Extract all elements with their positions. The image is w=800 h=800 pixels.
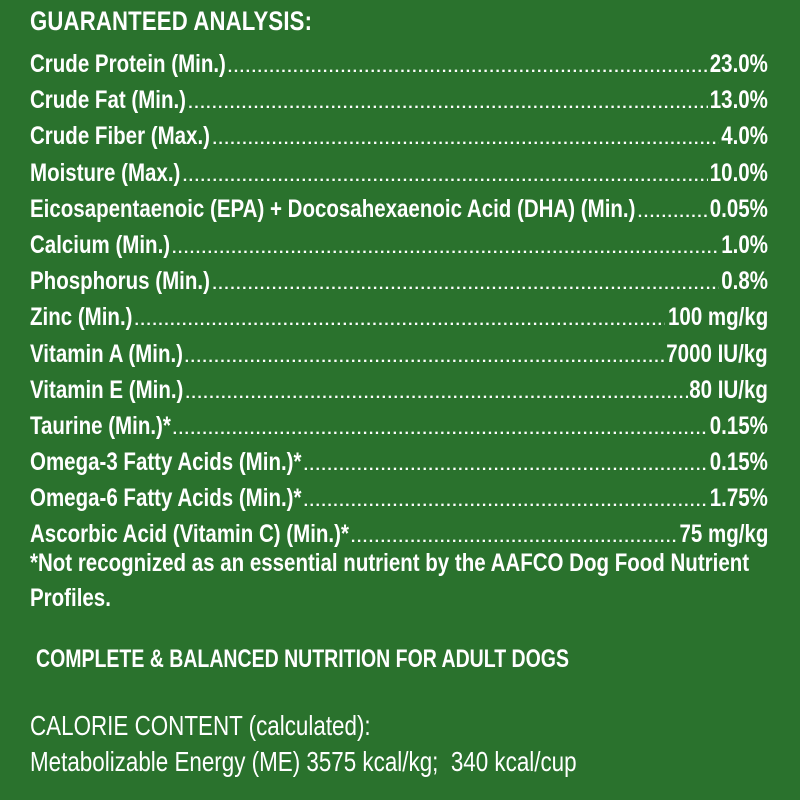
nutrient-label: Crude Fiber (Max.) [30, 122, 210, 151]
dot-leader [638, 205, 708, 221]
analysis-row: Phosphorus (Min.) 0.8% [30, 267, 768, 303]
nutrient-label: Zinc (Min.) [30, 303, 133, 332]
nutrient-label: Omega-6 Fatty Acids (Min.)* [30, 484, 302, 513]
nutrient-value: 23.0% [709, 50, 768, 78]
nutrient-value: 80 IU/kg [689, 375, 768, 404]
dot-leader [172, 241, 719, 257]
calorie-line: Metabolizable Energy (ME) 3575 kcal/kg; … [30, 746, 577, 777]
nutrient-label: Calcium (Min.) [30, 230, 171, 259]
analysis-table: Crude Protein (Min.) 23.0% Crude Fat (Mi… [30, 50, 768, 557]
nutrient-label: Phosphorus (Min.) [30, 267, 210, 296]
nutrient-value: 0.15% [709, 448, 768, 477]
analysis-row: Vitamin E (Min.) 80 IU/kg [30, 376, 768, 412]
nutrient-label: Crude Fat (Min.) [30, 86, 187, 115]
nutrient-value: 0.8% [721, 267, 768, 296]
dot-leader [134, 313, 665, 329]
analysis-row: Omega-3 Fatty Acids (Min.)* 0.15% [30, 448, 768, 484]
dot-leader [185, 350, 665, 366]
analysis-row: Vitamin A (Min.) 7000 IU/kg [30, 340, 768, 376]
analysis-row: Moisture (Max.) 10.0% [30, 159, 768, 195]
analysis-row: Eicosapentaenoic (EPA) + Docosahexaenoic… [30, 195, 768, 231]
nutrient-label: Crude Protein (Min.) [30, 50, 226, 78]
dot-leader [228, 60, 708, 76]
analysis-row: Omega-6 Fatty Acids (Min.)* 1.75% [30, 484, 768, 520]
nutrient-value: 10.0% [709, 158, 768, 187]
dot-leader [212, 277, 719, 293]
dot-leader [351, 530, 677, 546]
nutrient-label: Ascorbic Acid (Vitamin C) (Min.)* [30, 520, 349, 549]
nutrient-value: 0.05% [709, 194, 768, 223]
analysis-row: Zinc (Min.) 100 mg/kg [30, 303, 768, 339]
nutrient-label: Vitamin A (Min.) [30, 339, 183, 368]
analysis-row: Ascorbic Acid (Vitamin C) (Min.)* 75 mg/… [30, 520, 768, 556]
analysis-row: Taurine (Min.)* 0.15% [30, 412, 768, 448]
analysis-row: Crude Protein (Min.) 23.0% [30, 50, 768, 86]
nutrient-value: 100 mg/kg [667, 303, 768, 332]
dot-leader [185, 386, 687, 402]
nutrient-value: 1.75% [709, 484, 768, 513]
analysis-row: Crude Fiber (Max.) 4.0% [30, 122, 768, 158]
nutrient-label: Vitamin E (Min.) [30, 375, 184, 404]
nutrient-value: 75 mg/kg [679, 520, 768, 549]
calorie-content: CALORIE CONTENT (calculated): Metaboliza… [30, 708, 577, 780]
nutrient-value: 13.0% [709, 86, 768, 115]
dot-leader [212, 132, 719, 148]
nutrient-value: 7000 IU/kg [666, 339, 768, 368]
dot-leader [183, 169, 708, 185]
dot-leader [173, 422, 708, 438]
analysis-row: Crude Fat (Min.) 13.0% [30, 86, 768, 122]
dot-leader [304, 458, 708, 474]
nutrient-label: Eicosapentaenoic (EPA) + Docosahexaenoic… [30, 194, 636, 223]
nutrient-label: Moisture (Max.) [30, 158, 181, 187]
nutrient-label: Taurine (Min.)* [30, 411, 171, 440]
dot-leader [188, 96, 708, 112]
calorie-heading: CALORIE CONTENT (calculated): [30, 710, 371, 741]
nutrient-value: 0.15% [709, 411, 768, 440]
nutrition-statement: COMPLETE & BALANCED NUTRITION FOR ADULT … [36, 645, 569, 673]
analysis-row: Calcium (Min.) 1.0% [30, 231, 768, 267]
nutrient-value: 4.0% [721, 122, 768, 151]
aafco-footnote: *Not recognized as an essential nutrient… [30, 549, 750, 612]
dot-leader [304, 494, 708, 510]
guaranteed-analysis-heading: GUARANTEED ANALYSIS: [30, 6, 313, 36]
nutrient-label: Omega-3 Fatty Acids (Min.)* [30, 448, 302, 477]
nutrient-value: 1.0% [721, 230, 768, 259]
